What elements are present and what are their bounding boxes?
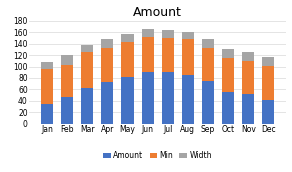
Bar: [202, 81, 214, 124]
Bar: [162, 38, 174, 72]
Bar: [81, 52, 93, 88]
Bar: [202, 39, 214, 48]
Bar: [242, 52, 254, 61]
Bar: [101, 39, 113, 48]
Bar: [61, 98, 73, 124]
Bar: [263, 57, 274, 66]
Bar: [202, 48, 214, 81]
Bar: [121, 34, 133, 42]
Bar: [162, 30, 174, 38]
Bar: [263, 66, 274, 100]
Bar: [61, 65, 73, 98]
Bar: [242, 61, 254, 94]
Bar: [182, 74, 194, 124]
Bar: [61, 55, 73, 65]
Bar: [142, 29, 154, 37]
Bar: [41, 62, 53, 69]
Bar: [101, 82, 113, 124]
Bar: [81, 88, 93, 124]
Bar: [121, 77, 133, 124]
Bar: [142, 72, 154, 124]
Bar: [101, 48, 113, 82]
Bar: [222, 49, 234, 58]
Bar: [182, 31, 194, 39]
Bar: [41, 69, 53, 104]
Bar: [242, 94, 254, 124]
Bar: [142, 37, 154, 72]
Bar: [182, 39, 194, 74]
Bar: [81, 45, 93, 52]
Bar: [222, 92, 234, 124]
Bar: [263, 100, 274, 124]
Bar: [162, 72, 174, 124]
Bar: [121, 42, 133, 77]
Title: Amount: Amount: [133, 7, 182, 19]
Bar: [222, 58, 234, 92]
Legend: Amount, Min, Width: Amount, Min, Width: [100, 148, 215, 163]
Bar: [41, 104, 53, 124]
